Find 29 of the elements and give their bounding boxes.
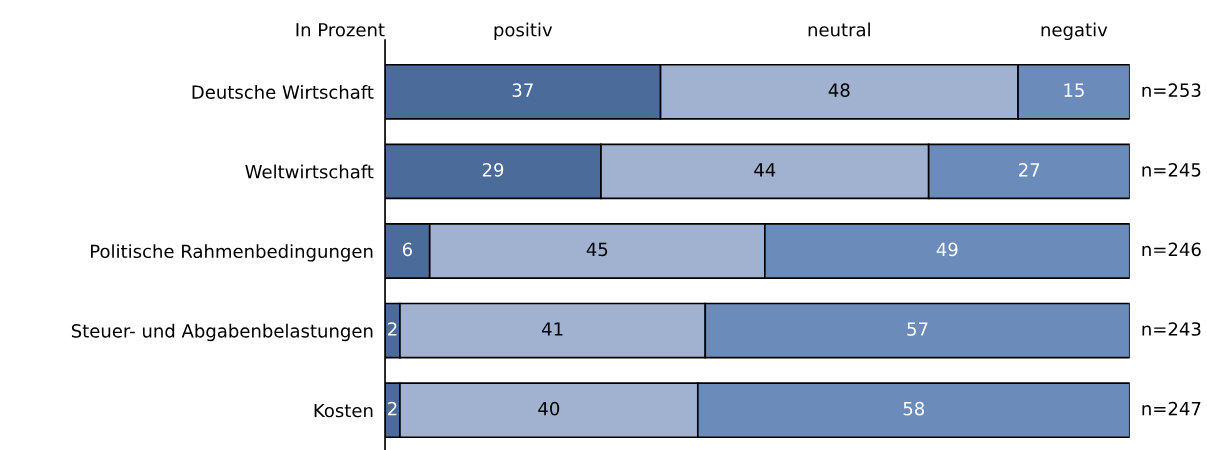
data-label: 44 xyxy=(754,163,776,177)
data-label: 15 xyxy=(1064,83,1084,98)
data-label: 57 xyxy=(907,322,928,336)
data-label: 49 xyxy=(936,242,958,257)
data-label: 2 xyxy=(388,401,397,416)
text: n=245 xyxy=(1142,162,1201,177)
series-label: neutral xyxy=(808,22,870,37)
text: n=247 xyxy=(1142,401,1201,416)
data-label: 40 xyxy=(538,401,560,416)
text: n=253 xyxy=(1142,83,1201,98)
data-label: 48 xyxy=(828,83,850,98)
y-axis-title: In Prozent xyxy=(296,23,385,37)
series-label: positiv xyxy=(494,22,553,41)
y-tick-label: Politische Rahmenbedingungen xyxy=(91,244,373,262)
data-label: 6 xyxy=(402,242,412,257)
y-tick-label: Steuer- und Abgabenbelastungen xyxy=(71,323,373,342)
data-label: 29 xyxy=(482,162,504,177)
data-label: 45 xyxy=(586,242,608,257)
y-tick-label: Weltwirtschaft xyxy=(245,164,374,179)
data-label: 37 xyxy=(512,83,533,98)
y-tick-label: Kosten xyxy=(314,403,373,418)
data-label: 41 xyxy=(541,322,563,336)
text: n=246 xyxy=(1142,242,1201,257)
series-label: negativ xyxy=(1041,22,1108,41)
data-label: 27 xyxy=(1019,162,1040,177)
data-label: 2 xyxy=(388,322,397,336)
text: n=243 xyxy=(1142,322,1201,336)
y-tick-label: Deutsche Wirtschaft xyxy=(192,84,374,99)
data-label: 58 xyxy=(903,401,925,416)
